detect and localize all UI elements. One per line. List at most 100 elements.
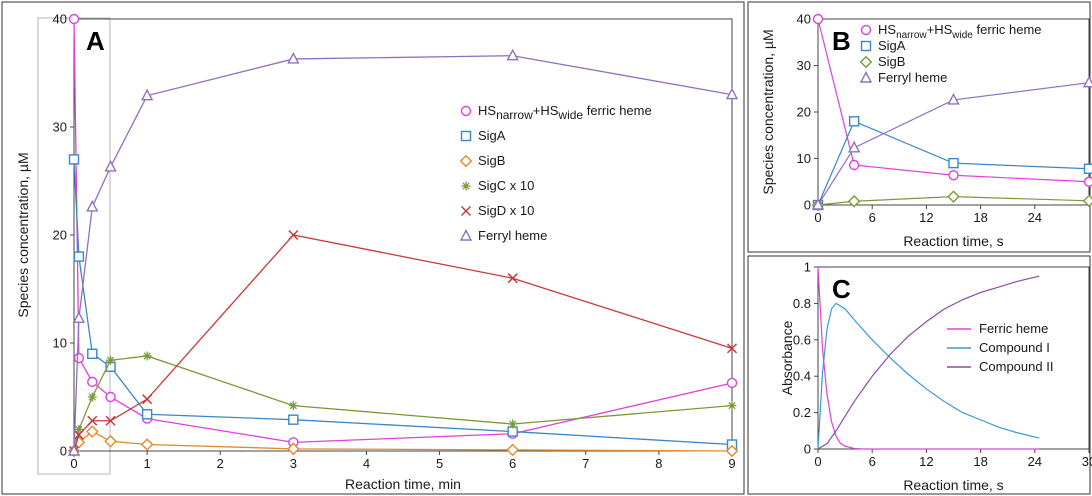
legend-item-siga-label: SigA <box>878 38 906 53</box>
legend-item-sigc-x-10-label: SigC x 10 <box>478 178 534 193</box>
series-group <box>812 13 1092 211</box>
series-sigd-x-10-line <box>73 234 733 452</box>
series-compound-ii-line <box>817 275 1040 450</box>
legend: HSnarrow+HSwide ferric hemeSigASigBFerry… <box>859 22 1042 85</box>
legend-item-sigb-marker <box>459 154 473 168</box>
series-hs-ferric-heme-point <box>726 377 738 389</box>
series-sigd-x-10-point <box>142 394 153 405</box>
x-tick-label: 18 <box>973 210 987 225</box>
x-tick-label: 24 <box>1028 454 1042 469</box>
legend-item-compound-ii-label: Compound II <box>979 359 1053 374</box>
series-ferryl-heme-point <box>287 51 300 64</box>
legend-item-ferryl-heme-label: Ferryl heme <box>478 228 547 243</box>
legend-subscript: wide <box>951 30 973 41</box>
series-siga-point <box>848 116 860 127</box>
y-tick-label: 40 <box>797 12 811 27</box>
series-sigc-x-10-point <box>508 419 518 429</box>
x-tick-label: 0 <box>814 454 821 469</box>
panel-letter: C <box>832 274 851 304</box>
series-sigb-point <box>140 438 154 451</box>
legend-item-ferryl-heme-marker <box>859 70 873 83</box>
series-sigd-x-10-point <box>87 415 98 426</box>
series-sigb-point <box>725 444 738 457</box>
x-tick-label: 18 <box>973 454 987 469</box>
y-tick-label: 1 <box>804 260 811 275</box>
legend-item-hs-ferric-heme-label: HSnarrow+HSwide ferric heme <box>878 22 1042 41</box>
legend: Ferric heme Compound I Compound II <box>947 321 1053 374</box>
series-siga-point <box>73 251 85 262</box>
y-tick-label: 10 <box>53 336 67 351</box>
x-tick-label: 6 <box>509 456 516 471</box>
panel-c-frame <box>747 255 1091 495</box>
series-ferryl-heme-line <box>73 55 733 452</box>
y-axis-label: Species concentration, µM <box>15 152 31 317</box>
legend-item-sigd-x-10-label: SigD x 10 <box>478 203 534 218</box>
panel-b-frame <box>747 1 1091 253</box>
series-sigb-point <box>1082 194 1092 208</box>
legend-item-hs-ferric-heme-marker <box>460 105 472 117</box>
series-ferryl-heme-point <box>72 311 86 323</box>
y-tick-label: 0 <box>804 442 811 457</box>
legend-subscript: narrow <box>496 108 533 122</box>
y-tick-label: 30 <box>797 58 811 73</box>
series-sigc-x-10-point <box>74 424 84 434</box>
legend-text-part: HS <box>478 103 496 118</box>
series-hs-ferric-heme-point <box>812 13 824 25</box>
series-siga-point <box>87 348 98 359</box>
series-sigc-x-10-point <box>727 401 737 411</box>
series-siga-point <box>68 154 80 165</box>
panel-a-chart: 0 1 2 3 4 5 6 7 8 9 0 10 20 30 40 Reaction time, min Spe… <box>15 12 738 492</box>
y-axis-label: Absorbance <box>779 320 795 395</box>
y-tick-label: 10 <box>797 151 811 166</box>
series-ferryl-heme-point <box>725 87 738 100</box>
series-hs-ferric-heme-point <box>848 159 860 171</box>
legend-item-siga-label: SigA <box>478 128 506 143</box>
x-axis-label: Reaction time, s <box>903 233 1003 249</box>
plot-area <box>817 266 1090 450</box>
x-tick-label: 0 <box>814 210 821 225</box>
series-hs-ferric-heme-point <box>68 13 80 25</box>
x-tick-label: 12 <box>919 210 933 225</box>
series-hs-ferric-heme-point <box>948 170 959 181</box>
x-tick-label: 24 <box>1028 210 1042 225</box>
y-tick-label: 0.4 <box>793 369 811 384</box>
panel-letter: A <box>86 26 105 56</box>
legend-text-part: ferric heme <box>973 22 1042 37</box>
x-tick-label: 7 <box>582 456 589 471</box>
x-tick-label: 6 <box>869 454 876 469</box>
x-tick-label: 12 <box>919 454 933 469</box>
series-sigd-x-10-point <box>507 273 518 284</box>
y-tick-label: 0.8 <box>793 296 811 311</box>
x-axis-label: Reaction time, s <box>903 477 1003 493</box>
series-ferryl-heme-line <box>817 82 1090 206</box>
series-sigb-point <box>847 194 861 208</box>
y-axis-label: Species concentration, µM <box>760 29 776 194</box>
x-axis-label: Reaction time, min <box>345 476 461 492</box>
x-tick-label: 3 <box>290 456 297 471</box>
series-sigc-x-10-point <box>288 401 298 411</box>
y-tick-label: 40 <box>53 12 67 27</box>
series-group <box>817 266 1040 450</box>
series-ferryl-heme-point <box>847 140 861 153</box>
panel-c-chart: 0 6 12 18 24 30 0 0.2 0.4 0.6 0.8 1 Reaction time, s… <box>779 260 1092 494</box>
series-sigb-point <box>506 443 519 457</box>
x-tick-label: 9 <box>728 456 735 471</box>
y-tick-label: 0 <box>60 444 67 459</box>
y-tick-label: 20 <box>797 105 811 120</box>
x-tick-label: 30 <box>1082 454 1092 469</box>
series-siga-point <box>141 409 153 420</box>
legend-text-part: HS <box>878 22 896 37</box>
legend-item-sigc-x-10-marker <box>461 181 471 191</box>
series-compound-i-line <box>817 302 1040 450</box>
x-tick-label: 6 <box>869 210 876 225</box>
series-ferryl-heme-point <box>1082 75 1092 88</box>
series-sigc-x-10-point <box>87 392 97 402</box>
legend-item-sigb-label: SigB <box>478 153 505 168</box>
series-hs-ferric-heme-point <box>73 352 85 364</box>
series-sigd-x-10-point <box>288 229 299 241</box>
legend-item-sigb-marker <box>859 55 873 69</box>
series-sigb-line <box>73 430 733 452</box>
legend-item-ferryl-heme-label: Ferryl heme <box>878 70 947 85</box>
series-ferryl-heme-point <box>506 48 519 61</box>
